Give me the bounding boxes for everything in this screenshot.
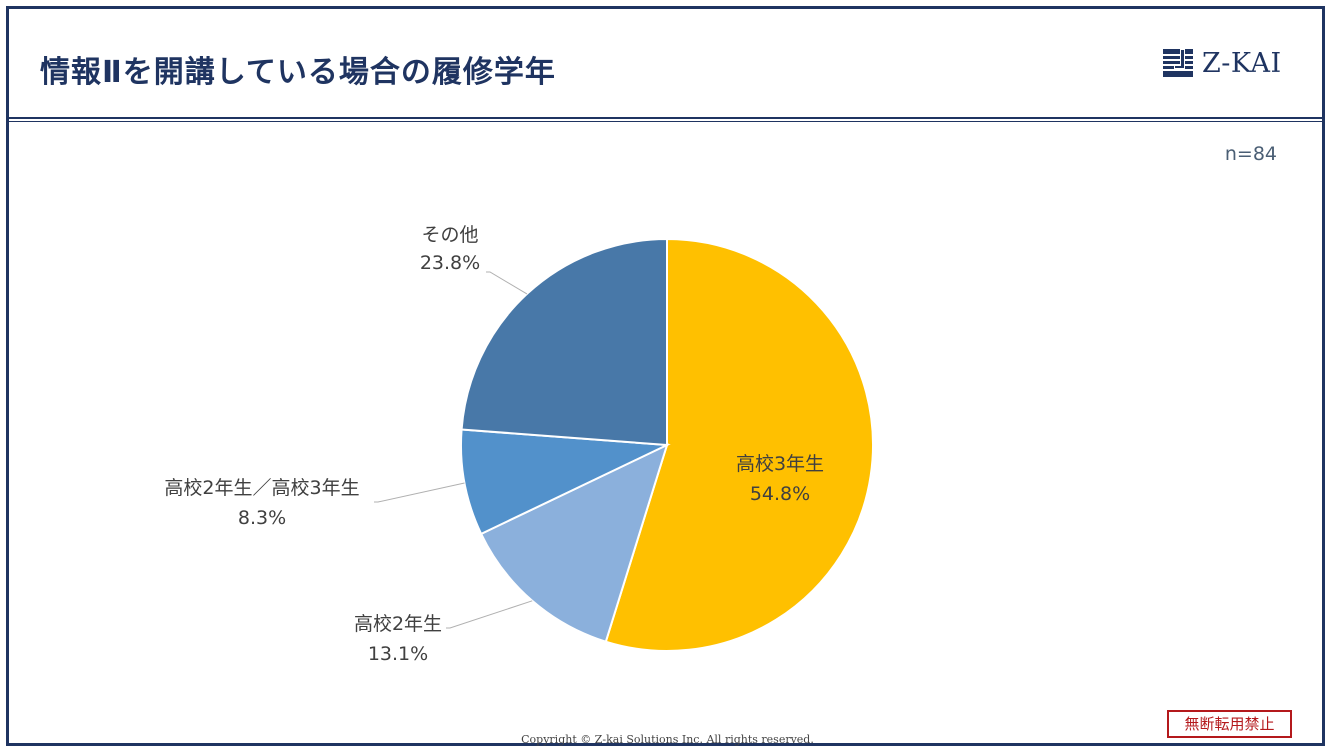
page-title: 情報Ⅱを開講している場合の履修学年 — [40, 55, 556, 90]
header-bar — [9, 9, 1322, 118]
slice-category-label: 高校2年生／高校3年生 — [164, 477, 359, 499]
z-kai-logo-icon — [1163, 49, 1193, 77]
slice-percent-label: 13.1% — [368, 643, 428, 665]
slice-category-label: その他 — [421, 224, 478, 246]
slice-percent-label: 23.8% — [420, 252, 480, 274]
slice-category-label: 高校3年生 — [736, 453, 824, 475]
leader-line — [446, 600, 533, 629]
sample-size-label: n=84 — [1224, 143, 1277, 165]
company-logo: Z-KAI — [1162, 47, 1282, 79]
slice-percent-label: 54.8% — [750, 483, 810, 505]
pie-slice — [460, 428, 671, 536]
leader-line — [374, 482, 465, 503]
slice-percent-label: 8.3% — [238, 507, 286, 529]
leader-line — [486, 271, 528, 295]
logo-text: Z-KAI — [1202, 47, 1282, 79]
header-divider — [9, 117, 1322, 122]
pie-slice — [479, 443, 669, 643]
no-reuse-stamp: 無断転用禁止 — [1167, 710, 1292, 738]
slide-frame — [6, 6, 1325, 746]
slice-category-label: 高校2年生 — [354, 613, 442, 635]
copyright-notice: Copyright © Z-kai Solutions Inc. All rig… — [521, 733, 814, 746]
pie-slice — [604, 237, 874, 652]
pie-slice — [460, 237, 668, 447]
